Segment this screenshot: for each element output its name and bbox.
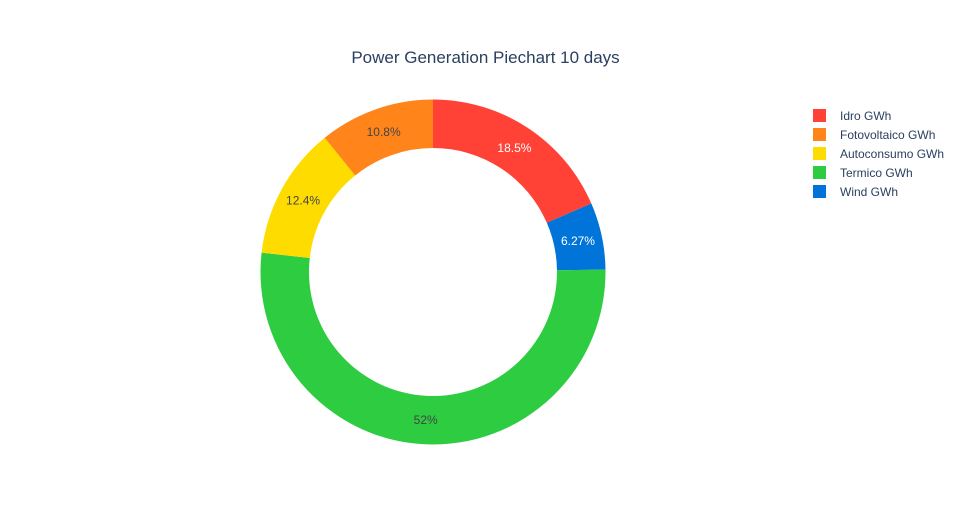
legend-item-wind[interactable]: Wind GWh [813,182,944,201]
legend-swatch [813,147,826,160]
pie-slice-wind[interactable] [546,203,606,271]
slice-label-autoconsumo: 12.4% [286,194,320,208]
legend-item-termico[interactable]: Termico GWh [813,163,944,182]
legend-swatch [813,109,826,122]
legend-label: Fotovoltaico GWh [840,127,936,142]
legend-item-idro[interactable]: Idro GWh [813,106,944,125]
slice-label-fotovoltaico: 10.8% [367,125,401,139]
pie-slice-termico[interactable] [260,252,606,445]
legend-label: Wind GWh [840,184,899,199]
legend-swatch [813,185,826,198]
slice-label-termico: 52% [414,413,438,427]
legend-label: Autoconsumo GWh [840,146,945,161]
legend-swatch [813,166,826,179]
slice-label-wind: 6.27% [561,234,595,248]
legend-swatch [813,128,826,141]
legend-label: Idro GWh [840,108,892,123]
legend-item-fotovoltaico[interactable]: Fotovoltaico GWh [813,125,944,144]
slice-label-idro: 18.5% [497,141,531,155]
legend-label: Termico GWh [840,165,913,180]
pie-slice-idro[interactable] [433,99,592,223]
chart-title: Power Generation Piechart 10 days [351,48,620,67]
legend-item-autoconsumo[interactable]: Autoconsumo GWh [813,144,944,163]
pie-slice-fotovoltaico[interactable] [324,99,433,176]
pie-slice-autoconsumo[interactable] [261,137,356,259]
chart-legend: Idro GWh Fotovoltaico GWh Autoconsumo GWh T… [813,106,944,201]
